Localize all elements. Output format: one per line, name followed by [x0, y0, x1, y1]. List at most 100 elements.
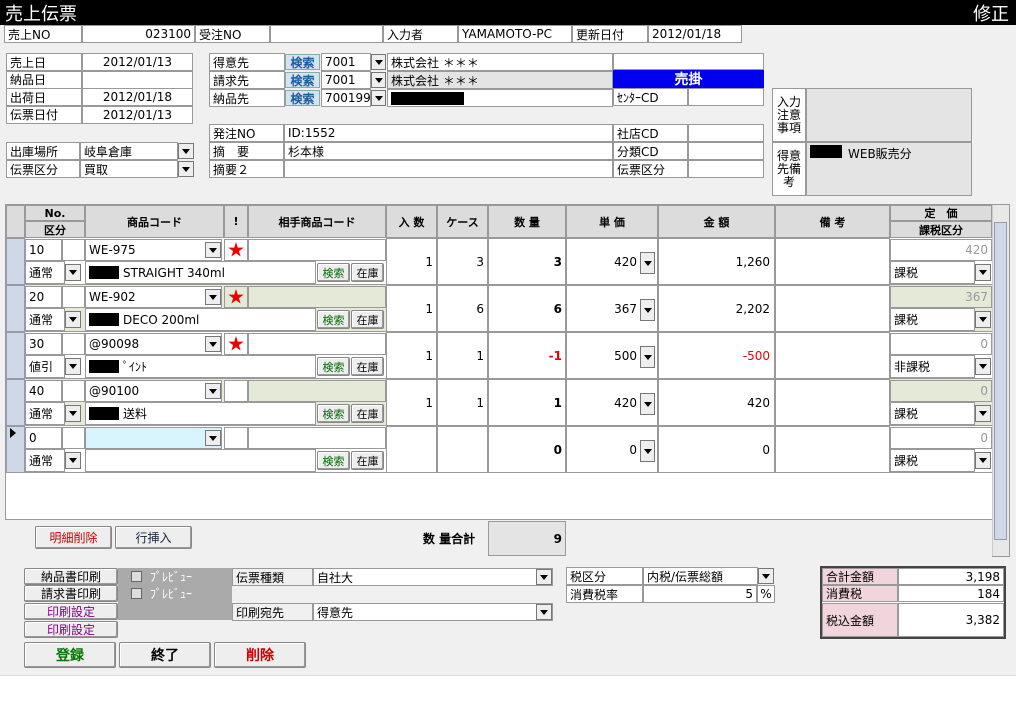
remarks-cell[interactable]: [775, 379, 890, 426]
dropdown-button[interactable]: [371, 90, 386, 106]
tax-field[interactable]: 課税: [890, 449, 975, 472]
remarks-cell[interactable]: [775, 285, 890, 332]
dropdown-button[interactable]: [371, 72, 386, 88]
print-button[interactable]: 印刷設定: [24, 603, 118, 620]
product-name-field[interactable]: STRAIGHT 340ml: [85, 261, 316, 284]
value-field[interactable]: 023100: [82, 25, 195, 43]
dropdown-button[interactable]: [640, 252, 655, 274]
line-no-field[interactable]: 0: [25, 427, 62, 449]
date-field[interactable]: 2012/01/13: [82, 53, 193, 71]
kubun-field[interactable]: 通常: [25, 308, 65, 331]
remarks-cell[interactable]: [775, 332, 890, 379]
dropdown-button[interactable]: [205, 289, 221, 305]
product-name-field[interactable]: ﾟｲﾝﾄ: [85, 355, 316, 378]
code-field[interactable]: [688, 124, 764, 142]
kubun-field[interactable]: 通常: [25, 449, 65, 472]
note-field[interactable]: WEB販売分: [806, 142, 972, 196]
dropdown-button[interactable]: [640, 299, 655, 321]
date-field[interactable]: 2012/01/18: [82, 88, 193, 106]
select-field[interactable]: 買取: [80, 160, 178, 178]
command-button[interactable]: 削除: [214, 642, 306, 668]
line-no-field[interactable]: 10: [25, 239, 62, 261]
date-field[interactable]: 2012/01/13: [82, 105, 193, 124]
dropdown-button[interactable]: [205, 430, 221, 446]
tax-field[interactable]: 課税: [890, 261, 975, 284]
product-code-field[interactable]: WE-975: [85, 239, 222, 261]
search-button[interactable]: 検索: [317, 310, 350, 329]
name-field[interactable]: 株式会社 ＊＊＊: [387, 53, 613, 71]
stock-button[interactable]: 在庫: [351, 451, 384, 470]
text-field[interactable]: ID:1552: [284, 124, 613, 142]
dropdown-button[interactable]: [205, 242, 221, 258]
product-name-field[interactable]: DECO 200ml: [85, 308, 316, 331]
print-button[interactable]: 請求書印刷: [24, 585, 118, 602]
dropdown-button[interactable]: [536, 569, 552, 585]
dropdown-button[interactable]: [65, 264, 81, 281]
remarks-cell[interactable]: [775, 238, 890, 285]
partner-code-field[interactable]: [248, 239, 386, 261]
product-code-field[interactable]: @90100: [85, 380, 222, 402]
checkbox[interactable]: [131, 588, 142, 599]
dropdown-button[interactable]: [65, 358, 81, 375]
tax-field[interactable]: 5: [643, 585, 757, 603]
command-button[interactable]: 終了: [119, 642, 211, 668]
dropdown-button[interactable]: [178, 161, 194, 177]
command-button[interactable]: 登録: [24, 642, 116, 668]
search-button[interactable]: 検索: [317, 357, 350, 376]
stock-button[interactable]: 在庫: [351, 310, 384, 329]
kubun-field[interactable]: 通常: [25, 402, 65, 425]
dropdown-button[interactable]: [536, 604, 552, 620]
dropdown-button[interactable]: [640, 440, 655, 462]
value-field[interactable]: 2012/01/18: [648, 25, 742, 43]
partner-code-field[interactable]: [248, 380, 386, 402]
product-code-field[interactable]: WE-902: [85, 286, 222, 308]
select-field[interactable]: 岐阜倉庫: [80, 142, 178, 160]
line-no-field[interactable]: 40: [25, 380, 62, 402]
grid-action-button[interactable]: 行挿入: [115, 526, 192, 549]
dropdown-button[interactable]: [65, 452, 81, 469]
note-field[interactable]: [806, 88, 972, 142]
date-field[interactable]: [82, 70, 193, 89]
code-field[interactable]: [688, 88, 764, 106]
dropdown-button[interactable]: [205, 336, 221, 352]
line-no-field[interactable]: 20: [25, 286, 62, 308]
partner-code-field[interactable]: [248, 286, 386, 308]
tax-field[interactable]: 内税/伝票総額: [643, 567, 758, 585]
code-field[interactable]: [688, 160, 764, 178]
search-button[interactable]: 検索: [317, 263, 350, 282]
code-field[interactable]: 7001: [321, 53, 371, 71]
product-name-field[interactable]: [85, 449, 316, 472]
kubun-field[interactable]: 値引: [25, 355, 65, 378]
stock-button[interactable]: 在庫: [351, 404, 384, 423]
select-field[interactable]: 自社大: [313, 568, 553, 586]
code-field[interactable]: 700199: [321, 89, 371, 107]
product-code-field[interactable]: @90098: [85, 333, 222, 355]
select-field[interactable]: 得意先: [313, 603, 553, 621]
partner-code-field[interactable]: [248, 427, 386, 449]
name-field[interactable]: [387, 89, 613, 107]
product-name-field[interactable]: 送料: [85, 402, 316, 425]
dropdown-button[interactable]: [371, 54, 386, 70]
code-field[interactable]: 7001: [321, 71, 371, 89]
value-field[interactable]: [270, 25, 383, 43]
print-button[interactable]: 納品書印刷: [24, 568, 118, 585]
grid-action-button[interactable]: 明細削除: [35, 526, 112, 549]
dropdown-button[interactable]: [640, 393, 655, 415]
tax-field[interactable]: 課税: [890, 402, 975, 425]
product-code-field[interactable]: [85, 427, 222, 449]
search-button[interactable]: 検索: [317, 451, 350, 470]
remarks-cell[interactable]: [775, 426, 890, 473]
search-button[interactable]: 検索: [317, 404, 350, 423]
dropdown-button[interactable]: [65, 311, 81, 328]
search-button[interactable]: 検索: [285, 90, 320, 106]
tax-field[interactable]: 課税: [890, 308, 975, 331]
dropdown-button[interactable]: [65, 405, 81, 422]
dropdown-button[interactable]: [205, 383, 221, 399]
text-field[interactable]: 杉本様: [284, 142, 613, 160]
text-field[interactable]: [284, 160, 613, 178]
dropdown-button[interactable]: [975, 311, 991, 328]
dropdown-button[interactable]: [975, 405, 991, 422]
search-button[interactable]: 検索: [285, 72, 320, 88]
kubun-field[interactable]: 通常: [25, 261, 65, 284]
search-button[interactable]: 検索: [285, 54, 320, 70]
